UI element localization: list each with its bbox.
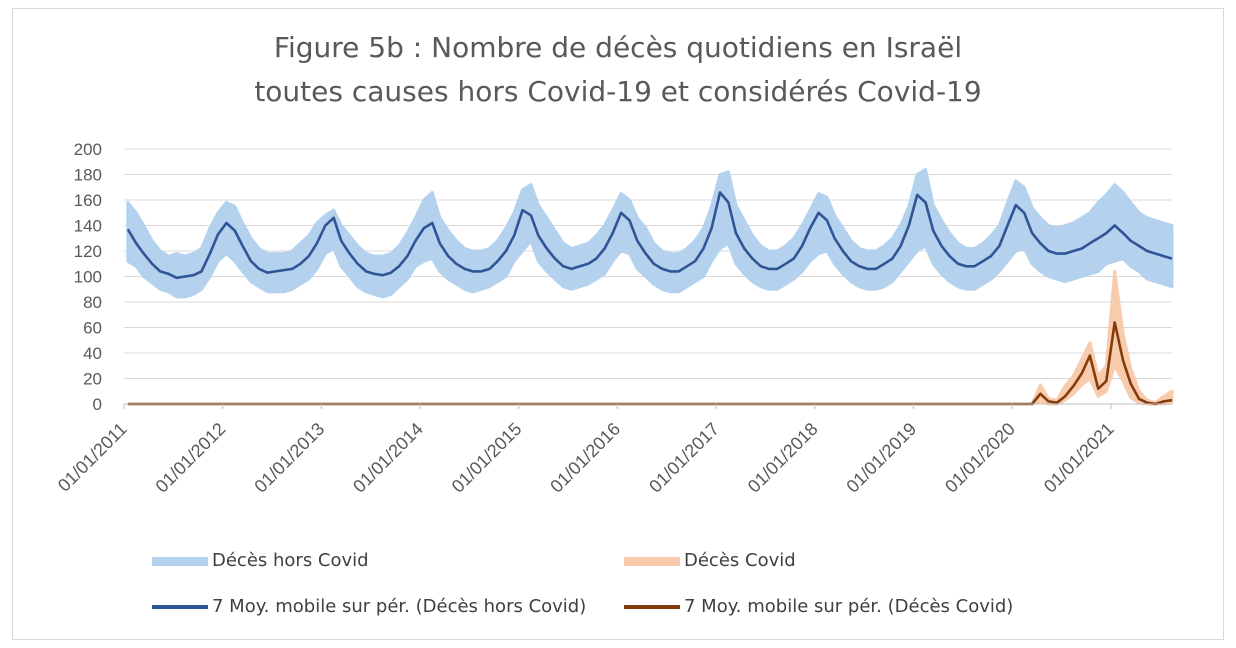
chart-title-line-1: Figure 5b : Nombre de décès quotidiens e… [273,31,963,64]
y-tick-label: 60 [83,319,102,338]
y-tick-label: 120 [74,242,102,261]
x-axis [123,403,1172,409]
x-tick-label: 01/01/2021 [1040,419,1118,497]
legend-swatch-moyenne-mobile-hors-covid [152,605,208,609]
x-tick-label: 01/01/2020 [941,419,1019,497]
legend-swatch-deces-covid [624,556,680,566]
y-tick-label: 0 [93,395,102,414]
chart-title: Figure 5b : Nombre de décès quotidiens e… [0,26,1236,114]
legend-label-deces-hors-covid: Décès hors Covid [212,550,369,571]
chart-title-line-2: toutes causes hors Covid-19 et considéré… [254,75,982,108]
y-tick-label: 180 [74,166,102,185]
y-axis-tick-labels: 0 20 40 60 80 100 120 140 160 180 200 [74,140,102,414]
legend-item-moyenne-mobile-hors-covid: 7 Moy. mobile sur pér. (Décès hors Covid… [152,596,586,617]
x-tick-label: 01/01/2013 [250,419,328,497]
legend-item-moyenne-mobile-covid: 7 Moy. mobile sur pér. (Décès Covid) [624,596,1013,617]
legend-label-moyenne-mobile-covid: 7 Moy. mobile sur pér. (Décès Covid) [684,596,1014,617]
y-tick-label: 200 [74,140,102,159]
legend-label-moyenne-mobile-hors-covid: 7 Moy. mobile sur pér. (Décès hors Covid… [212,596,587,617]
legend-item-deces-hors-covid: Décès hors Covid [152,550,369,571]
legend-label-deces-covid: Décès Covid [684,550,796,571]
y-tick-label: 40 [83,344,102,363]
series-line-3 [127,321,1173,406]
series-band-1 [1030,269,1174,406]
legend-swatch-deces-hors-covid [152,556,208,566]
y-tick-label: 100 [74,268,102,287]
gridlines [124,148,1172,379]
legend-swatch-moyenne-mobile-covid [624,605,680,609]
y-tick-label: 140 [74,217,102,236]
x-tick-label: 01/01/2019 [842,419,920,497]
x-tick-label: 01/01/2012 [152,419,230,497]
y-tick-label: 160 [74,191,102,210]
series-line-2 [126,191,1173,280]
x-tick-label: 01/01/2011 [54,419,131,496]
legend-item-deces-covid: Décès Covid [624,550,796,571]
x-tick-label: 01/01/2017 [645,419,723,497]
x-tick-label: 01/01/2018 [744,419,822,497]
x-tick-label: 01/01/2016 [546,419,624,497]
x-tick-label: 01/01/2014 [349,419,427,497]
series-layer [126,167,1174,406]
x-axis-tick-labels: 01/01/2011 01/01/2012 01/01/2013 01/01/2014… [54,419,1118,497]
chart-frame [12,8,1224,640]
y-tick-label: 80 [83,293,102,312]
y-tick-label: 20 [83,370,102,389]
x-tick-label: 01/01/2015 [448,419,526,497]
series-band-0 [126,167,1174,299]
